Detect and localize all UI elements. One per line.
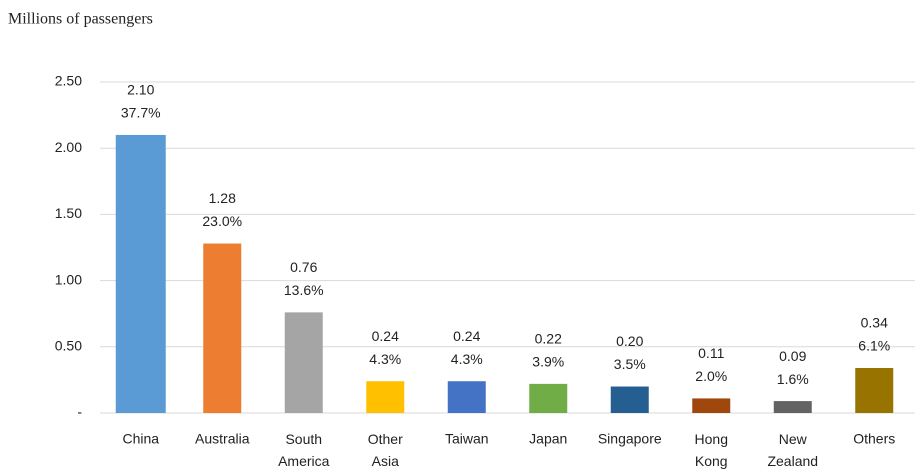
bar	[284, 312, 323, 413]
share-label: 23.0%	[202, 213, 242, 229]
share-label: 1.6%	[777, 371, 809, 387]
value-label: 2.10	[127, 82, 154, 98]
y-tick-label: 1.50	[55, 205, 82, 221]
x-tick-label-line: America	[278, 453, 330, 469]
value-label: 0.20	[616, 333, 643, 349]
share-label: 6.1%	[858, 338, 890, 354]
x-tick-label-line: South	[285, 431, 322, 447]
x-tick-label-line: Hong	[695, 431, 728, 447]
x-tick-label: Others	[853, 431, 895, 447]
share-label: 2.0%	[695, 368, 727, 384]
share-label: 13.6%	[284, 282, 324, 298]
x-tick-label: Japan	[529, 431, 567, 447]
axis-title: Millions of passengers	[8, 11, 153, 28]
bar	[773, 401, 812, 413]
x-tick-label-line: Asia	[372, 453, 399, 469]
value-label: 0.76	[290, 259, 317, 275]
share-label: 4.3%	[369, 351, 401, 367]
value-label: 0.24	[453, 328, 480, 344]
y-tick-label: -	[77, 404, 82, 420]
value-label: 0.34	[861, 315, 888, 331]
x-tick-label: Other Asia	[368, 431, 403, 469]
x-tick-label-line: Other	[368, 431, 403, 447]
y-tick-label: 0.50	[55, 338, 82, 354]
value-label: 0.11	[698, 345, 724, 361]
bar	[855, 367, 894, 413]
value-label: 0.22	[535, 331, 562, 347]
y-tick-label: 2.50	[55, 73, 82, 89]
x-tick-label: South America	[278, 431, 330, 469]
x-tick-label: China	[122, 431, 159, 447]
share-label: 3.5%	[614, 356, 646, 372]
bar	[366, 381, 405, 413]
bar	[529, 383, 568, 413]
value-label: 0.24	[372, 328, 399, 344]
share-label: 37.7%	[121, 105, 161, 121]
value-label: 0.09	[779, 348, 806, 364]
y-tick-label: 2.00	[55, 139, 82, 155]
x-tick-label: Taiwan	[445, 431, 489, 447]
x-tick-label-line: Zealand	[767, 453, 818, 469]
x-tick-label: Hong Kong	[695, 431, 728, 469]
bar	[610, 386, 649, 413]
x-tick-label-line: New	[779, 431, 808, 447]
share-label: 3.9%	[532, 354, 564, 370]
share-label: 4.3%	[451, 351, 483, 367]
x-tick-label: Singapore	[598, 431, 662, 447]
value-label: 1.28	[209, 190, 236, 206]
bar	[115, 134, 166, 413]
x-tick-label-line: Kong	[695, 453, 728, 469]
bar	[447, 381, 486, 413]
bar	[692, 398, 731, 413]
y-tick-label: 1.00	[55, 271, 82, 287]
x-tick-label: New Zealand	[767, 431, 818, 469]
bar	[203, 243, 242, 413]
x-tick-label: Australia	[195, 431, 250, 447]
